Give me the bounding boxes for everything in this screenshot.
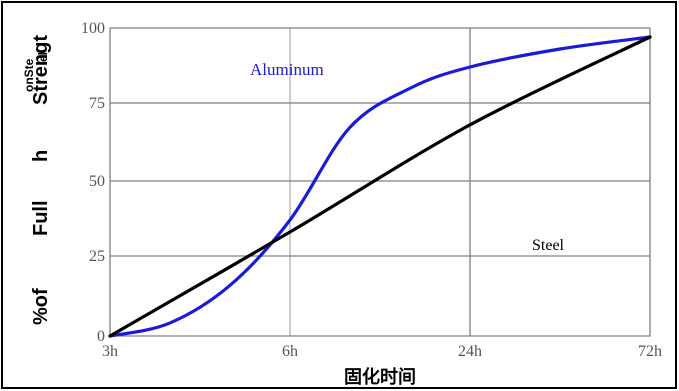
y-tick-label: 75 bbox=[89, 95, 105, 112]
y-axis-title-full: Full bbox=[30, 200, 52, 236]
series-label-aluminum: Aluminum bbox=[250, 60, 324, 79]
x-tick-label: 6h bbox=[282, 343, 298, 360]
y-tick-label: 50 bbox=[89, 173, 105, 190]
series-label-steel: Steel bbox=[532, 237, 565, 254]
x-tick-labels: 3h 6h 24h 72h bbox=[102, 343, 662, 360]
y-axis-title-h: h bbox=[30, 150, 52, 162]
series-group bbox=[108, 35, 652, 338]
x-tick-label: 24h bbox=[458, 343, 482, 360]
y-tick-labels: 0 25 50 75 100 bbox=[81, 20, 105, 345]
y-axis-title-strength: Strengt bbox=[30, 35, 52, 105]
x-tick-label: 3h bbox=[102, 343, 118, 360]
y-axis-title-el: el bbox=[36, 52, 50, 62]
x-axis-title: 固化时间 bbox=[344, 366, 416, 387]
y-axis-title-percent-of: %of bbox=[30, 288, 52, 325]
series-line-aluminum bbox=[108, 35, 652, 338]
series-line-steel bbox=[108, 35, 652, 338]
y-tick-label: 0 bbox=[97, 328, 105, 345]
y-axis-title-on-ste: onSte bbox=[22, 58, 36, 92]
y-tick-label: 100 bbox=[81, 20, 105, 37]
x-tick-label: 72h bbox=[638, 343, 662, 360]
y-tick-label: 25 bbox=[89, 248, 105, 265]
